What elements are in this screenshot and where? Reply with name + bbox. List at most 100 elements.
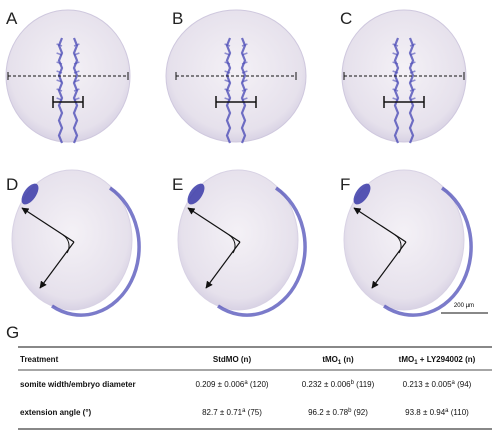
header-text: tMO [322, 355, 338, 364]
somite [241, 88, 248, 92]
panel-label: F [340, 175, 350, 194]
panel-label: E [172, 175, 183, 194]
header-cell: StdMO (n) [213, 355, 252, 364]
somite [56, 52, 63, 56]
cell-n: (75) [245, 408, 262, 417]
somite [224, 97, 231, 101]
cell-sup: a [452, 380, 456, 386]
cell-n: (92) [351, 408, 368, 417]
cell-n: (120) [248, 380, 269, 389]
header-text: tMO [399, 355, 415, 364]
somite [409, 79, 416, 83]
cell-sup: a [242, 408, 246, 414]
somite [224, 52, 231, 56]
cell-sup: a [445, 408, 449, 414]
header-cell: Treatment [20, 355, 59, 364]
cell-n: (110) [449, 408, 470, 417]
cell-sup: a [244, 380, 248, 386]
cell-sup: b [348, 408, 352, 414]
somite [56, 43, 63, 47]
cell: 0.232 ± 0.006b (119) [302, 380, 375, 389]
panel-label: D [6, 175, 18, 194]
header-rest: (n) [341, 355, 354, 364]
cell-value: 93.8 ± 0.94 [405, 408, 446, 417]
header-text: Treatment [20, 355, 59, 364]
panel-label: G [6, 323, 19, 342]
row-label: extension angle (°) [20, 408, 92, 417]
somite [409, 43, 416, 47]
somite [73, 61, 80, 65]
somite [241, 61, 248, 65]
panel-label: B [172, 9, 183, 28]
cell: 96.2 ± 0.78b (92) [308, 408, 368, 417]
somite [241, 79, 248, 83]
panel-label: C [340, 9, 352, 28]
somite [241, 97, 248, 101]
somite [56, 79, 63, 83]
somite [409, 70, 416, 74]
table: Treatment StdMO (n) tMO1 (n) tMO1 + LY29400… [18, 346, 492, 430]
somite [409, 52, 416, 56]
stain-arc [217, 186, 307, 317]
cell-value: 0.232 ± 0.006 [302, 380, 351, 389]
somite [409, 97, 416, 101]
somite [392, 88, 399, 92]
somite [73, 97, 80, 101]
somite [392, 79, 399, 83]
header-cell: tMO1 + LY294002 (n) [399, 355, 476, 366]
stain-blob [187, 183, 205, 205]
somite [241, 70, 248, 74]
somite [224, 79, 231, 83]
stain-arc [51, 186, 141, 317]
somite [224, 61, 231, 65]
somite [392, 52, 399, 56]
row-label: somite width/embryo diameter [20, 380, 136, 389]
somite [224, 70, 231, 74]
cell-n: (119) [354, 380, 375, 389]
panel-label: A [6, 9, 18, 28]
cell-value: 0.209 ± 0.006 [195, 380, 244, 389]
stain-arc [383, 186, 473, 317]
cell-value: 82.7 ± 0.71 [202, 408, 243, 417]
somite [56, 88, 63, 92]
cell-value: 0.213 ± 0.005 [403, 380, 452, 389]
somite [56, 97, 63, 101]
somite [224, 88, 231, 92]
somite [56, 70, 63, 74]
cell-value: 96.2 ± 0.78 [308, 408, 349, 417]
angle-arc [394, 234, 402, 254]
somite [73, 52, 80, 56]
cell: 93.8 ± 0.94a (110) [405, 408, 469, 417]
header-rest: + LY294002 (n) [418, 355, 476, 364]
somite [409, 88, 416, 92]
cell-n: (94) [455, 380, 472, 389]
somite [56, 61, 63, 65]
somite [73, 88, 80, 92]
stain-blob [353, 183, 371, 205]
somite [241, 43, 248, 47]
somite [392, 43, 399, 47]
embryo-images [5, 9, 473, 317]
angle-arc [228, 234, 236, 254]
somite [392, 70, 399, 74]
somite [241, 52, 248, 56]
somite [409, 61, 416, 65]
cell: 0.209 ± 0.006a (120) [195, 380, 268, 389]
somite [392, 97, 399, 101]
somite [392, 61, 399, 65]
header-cell: tMO1 (n) [322, 355, 354, 366]
somite [73, 70, 80, 74]
somite [73, 43, 80, 47]
stain-blob [21, 183, 39, 205]
header-text: StdMO (n) [213, 355, 252, 364]
scale-label: 200 µm [454, 303, 474, 309]
header-sub: 1 [414, 360, 418, 366]
header-sub: 1 [338, 360, 342, 366]
cell-sup: b [351, 380, 355, 386]
cell: 0.213 ± 0.005a (94) [403, 380, 472, 389]
angle-arc [62, 234, 70, 254]
cell: 82.7 ± 0.71a (75) [202, 408, 262, 417]
somite [73, 79, 80, 83]
somite [224, 43, 231, 47]
